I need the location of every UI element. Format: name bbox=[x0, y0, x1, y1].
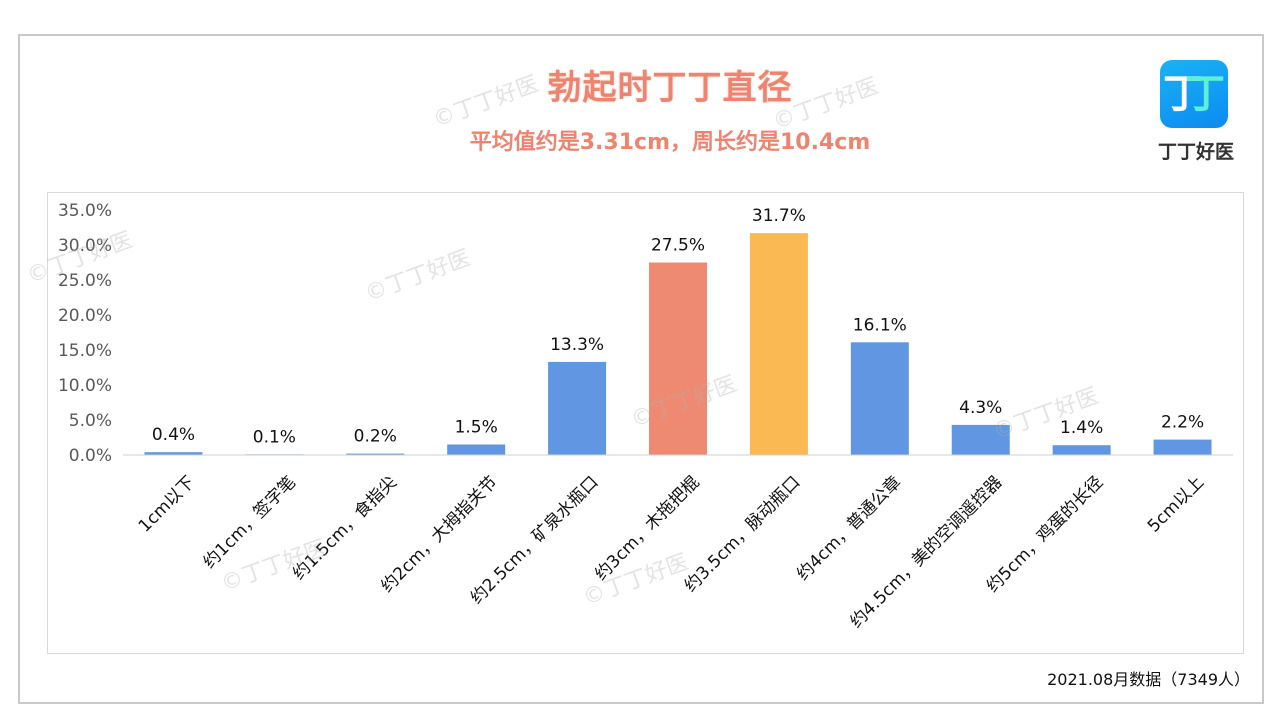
bar bbox=[144, 452, 203, 455]
x-tick-label: 约3cm，木拖把棍 bbox=[591, 472, 703, 584]
x-tick-label: 约1cm，签字笔 bbox=[200, 472, 300, 572]
chart-subtitle: 平均值约是3.31cm，周长约是10.4cm bbox=[469, 130, 871, 155]
y-tick-label: 25.0% bbox=[58, 271, 112, 291]
data-source-note: 2021.08月数据（7349人） bbox=[1047, 670, 1250, 689]
bar bbox=[749, 233, 808, 455]
plot-area: 0.0% 5.0% 10.0% 15.0% 20.0% 25.0% 30.0% 35.0% 0.… bbox=[47, 192, 1244, 654]
x-tick-label: 约3.5cm，脉动瓶口 bbox=[681, 472, 805, 596]
chart-title: 勃起时丁丁直径 bbox=[547, 68, 793, 108]
logo-glyph-overlay: 丁 bbox=[1185, 71, 1225, 117]
bar bbox=[951, 424, 1010, 455]
x-tick-label: 5cm以上 bbox=[1144, 472, 1208, 536]
bar-chart: 0.0% 5.0% 10.0% 15.0% 20.0% 25.0% 30.0% 35.0% 0.… bbox=[58, 201, 1233, 632]
bar bbox=[346, 453, 405, 455]
x-tick-label: 约4cm，普通公章 bbox=[793, 472, 905, 584]
x-tick-label: 约1.5cm，食指尖 bbox=[289, 472, 401, 584]
data-label: 0.2% bbox=[354, 427, 397, 447]
bar bbox=[548, 361, 607, 455]
data-label: 0.4% bbox=[152, 425, 195, 445]
data-label: 2.2% bbox=[1161, 413, 1204, 433]
data-label: 0.1% bbox=[253, 427, 296, 447]
brand-logo-icon: 丁丁 bbox=[1160, 60, 1228, 128]
data-label: 27.5% bbox=[651, 236, 705, 256]
y-tick-label: 0.0% bbox=[69, 446, 112, 466]
brand-name: 丁丁好医 bbox=[1157, 141, 1234, 163]
y-tick-label: 30.0% bbox=[58, 236, 112, 256]
data-label: 13.3% bbox=[550, 335, 604, 355]
chart-frame bbox=[18, 34, 1264, 704]
y-tick-label: 15.0% bbox=[58, 341, 112, 361]
data-label: 1.5% bbox=[455, 418, 498, 438]
data-label: 4.3% bbox=[959, 398, 1002, 418]
y-tick-label: 20.0% bbox=[58, 306, 112, 326]
y-tick-label: 5.0% bbox=[69, 411, 112, 431]
data-label: 16.1% bbox=[853, 315, 907, 335]
y-tick-label: 35.0% bbox=[58, 201, 112, 221]
bar bbox=[649, 262, 707, 455]
bar bbox=[850, 342, 909, 455]
bar bbox=[447, 444, 506, 455]
bar bbox=[1052, 445, 1111, 455]
data-label: 1.4% bbox=[1060, 418, 1103, 438]
logo-glyph: 丁 bbox=[1163, 71, 1203, 117]
y-tick-label: 10.0% bbox=[58, 376, 112, 396]
bar bbox=[1153, 439, 1212, 455]
x-tick-label: 1cm以下 bbox=[135, 472, 199, 536]
data-label: 31.7% bbox=[752, 206, 806, 226]
